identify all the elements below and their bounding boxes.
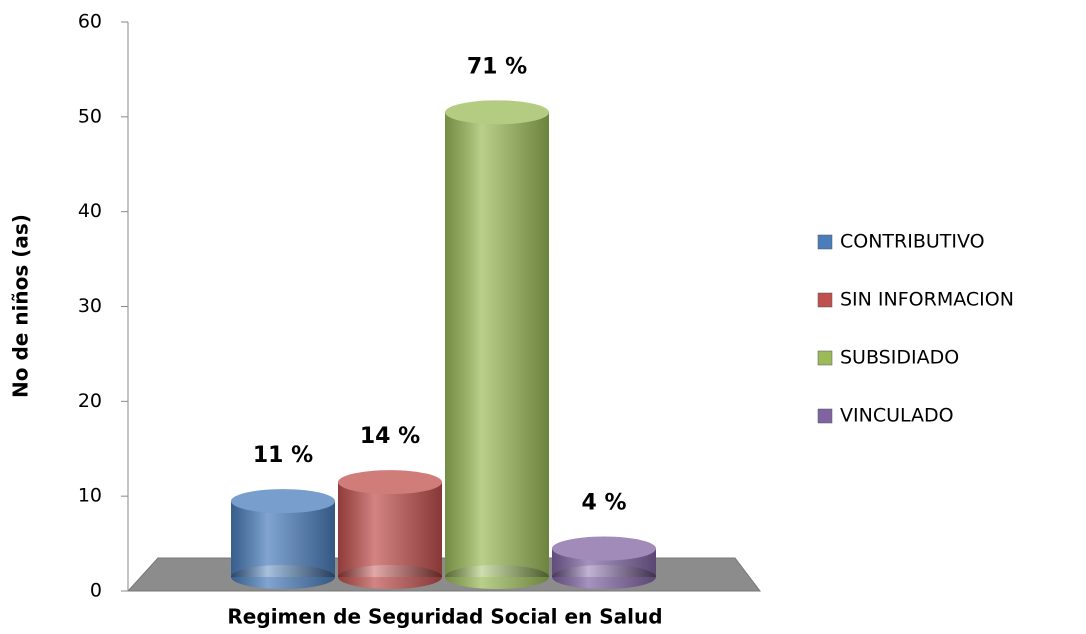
legend-label: SIN INFORMACION bbox=[840, 289, 1014, 311]
y-tick-label: 0 bbox=[90, 580, 102, 602]
y-axis-label: No de niños (as) bbox=[9, 214, 33, 398]
y-tick-label: 30 bbox=[78, 295, 102, 317]
y-tick-label: 10 bbox=[78, 485, 102, 507]
y-tick-label: 60 bbox=[78, 11, 102, 33]
y-tick-label: 50 bbox=[78, 105, 102, 127]
legend-label: VINCULADO bbox=[840, 405, 954, 427]
y-tick-label: 40 bbox=[78, 200, 102, 222]
bar-cap bbox=[445, 100, 549, 125]
bar-cap-light bbox=[231, 489, 335, 514]
bar-base-shade bbox=[552, 565, 656, 589]
legend-label: SUBSIDIADO bbox=[840, 347, 959, 369]
floor bbox=[126, 557, 762, 592]
bar-base-shade bbox=[338, 565, 442, 589]
bar-base-shade bbox=[231, 565, 335, 589]
bar-shade bbox=[231, 501, 335, 577]
bar-annotation: 11 % bbox=[253, 443, 313, 468]
bar-cap bbox=[231, 489, 335, 514]
legend-swatch bbox=[817, 292, 833, 308]
bar-cap bbox=[552, 536, 656, 561]
legend-swatch bbox=[817, 350, 833, 366]
bar-annotation: 14 % bbox=[360, 424, 420, 449]
bar-cap bbox=[338, 470, 442, 495]
y-tick-label: 20 bbox=[78, 390, 102, 412]
bar-cap-light bbox=[552, 536, 656, 561]
bar-cap-light bbox=[445, 100, 549, 125]
bar-cap-light bbox=[338, 470, 442, 495]
bar-shade bbox=[338, 482, 442, 577]
bar-annotation: 71 % bbox=[467, 54, 527, 79]
x-axis-label: Regimen de Seguridad Social en Salud bbox=[227, 605, 662, 629]
bar-base-shade bbox=[445, 565, 549, 589]
legend-label: CONTRIBUTIVO bbox=[840, 231, 985, 253]
legend-swatch bbox=[817, 234, 833, 250]
bar-annotation: 4 % bbox=[581, 491, 626, 516]
legend-swatch bbox=[817, 408, 833, 424]
bar-shade bbox=[445, 112, 549, 578]
